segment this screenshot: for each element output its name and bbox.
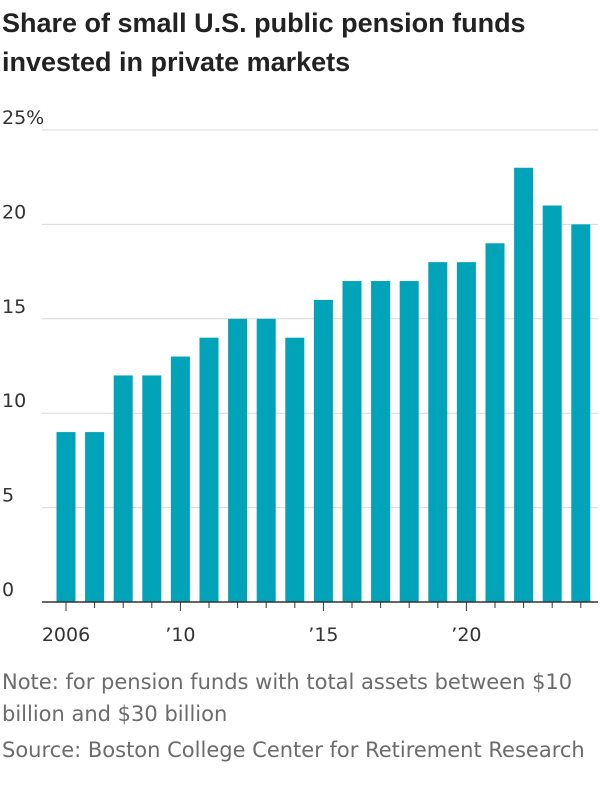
bar-2022 [514, 167, 534, 602]
y-tick-label: 20 [2, 201, 26, 223]
bar-2007 [85, 432, 105, 602]
x-tick-label: ’20 [451, 624, 481, 646]
bar-2012 [228, 318, 248, 602]
bar-2024 [571, 224, 591, 602]
bar-2008 [113, 375, 133, 602]
y-tick-label: 0 [2, 579, 14, 601]
bar-2013 [256, 318, 276, 602]
chart-source: Source: Boston College Center for Retire… [2, 738, 585, 762]
chart-title: Share of small U.S. public pension funds… [2, 8, 526, 77]
bar-2011 [199, 337, 219, 602]
bar-2018 [399, 281, 419, 602]
y-tick-label: 15 [2, 296, 26, 318]
y-tick-label: 10 [2, 390, 26, 412]
y-tick-label: 25% [2, 107, 44, 129]
bar-2021 [485, 243, 505, 602]
y-tick-label: 5 [2, 485, 14, 507]
x-tick-label: 2006 [42, 624, 90, 646]
bar-2016 [342, 281, 362, 602]
bar-2010 [170, 356, 190, 602]
x-tick-label: ’10 [165, 624, 195, 646]
bar-2014 [285, 337, 305, 602]
bar-2023 [542, 205, 562, 602]
bar-chart: 0 5 10 15 20 25% 2006 ’10 ’15 ’20 [2, 107, 598, 646]
bar-2017 [371, 281, 391, 602]
x-tick-label: ’15 [308, 624, 338, 646]
bar-2009 [142, 375, 162, 602]
bar-2020 [456, 262, 476, 602]
bar-2015 [313, 299, 333, 602]
bar-2019 [428, 262, 448, 602]
chart-note: Note: for pension funds with total asset… [2, 670, 573, 726]
bar-2006 [56, 432, 76, 602]
